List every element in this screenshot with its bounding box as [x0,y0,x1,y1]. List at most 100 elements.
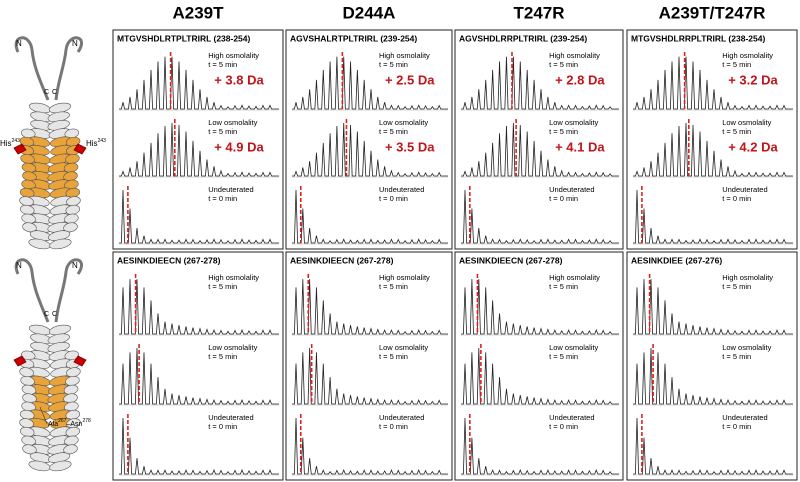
peptide-label: AGVSHALRTPLTRIRL (239-254) [290,33,417,43]
time-label: t = 5 min [208,60,237,69]
helix-turn [63,222,78,233]
panel-border [112,251,284,481]
mass-shift-label: + 2.8 Da [555,72,605,87]
peptide-label: AESINKDIEECN (267-278) [290,255,394,265]
condition-label: High osmolality [379,273,430,282]
time-label: t = 0 min [379,422,408,431]
time-label: t = 0 min [208,422,237,431]
condition-label: High osmolality [208,51,259,60]
spectrum [119,56,279,110]
condition-label: High osmolality [722,273,773,282]
time-label: t = 5 min [208,282,237,291]
spectrum [633,417,793,475]
peptide-label: MTGVSHDLRRPLTRIRL (238-254) [631,33,765,43]
spectrum [633,56,793,110]
time-label: t = 5 min [549,282,578,291]
spectrum [461,417,619,475]
time-label: t = 5 min [722,282,751,291]
spectrum [292,56,448,110]
condition-label: Low osmolality [208,118,257,127]
panel-border [112,29,284,250]
spectrum [461,189,619,244]
spectrum [292,279,448,335]
protein-structure: N N C C Ala267–Asn278 [13,258,91,472]
mass-shift-label: + 4.1 Da [555,139,605,154]
mass-shift-label: + 4.2 Da [728,139,778,154]
spectrum [461,279,619,335]
time-label: t = 5 min [722,60,751,69]
spectrum [292,347,448,405]
spectrum [119,417,279,475]
spectrum [633,347,793,405]
time-label: t = 0 min [549,422,578,431]
time-label: t = 0 min [549,194,578,203]
spectrum [292,417,448,475]
time-label: t = 5 min [208,127,237,136]
panel-border [626,29,798,250]
spectrum [119,279,279,335]
spectrum [119,123,279,177]
c-label: C [52,311,57,318]
condition-label: Undeuterated [379,413,424,422]
time-label: t = 5 min [379,60,408,69]
residue-label: His243 [86,138,106,148]
helix-turn [49,238,72,250]
n-label: N [72,261,78,270]
n-label: N [16,261,22,270]
mass-shift-label: + 3.2 Da [728,72,778,87]
protein-structure: N N C C His243 His243 [0,36,106,250]
time-label: t = 5 min [549,60,578,69]
time-label: t = 5 min [549,352,578,361]
time-label: t = 0 min [722,422,751,431]
peptide-label: MTGVSHDLRTPLTRIRL (238-254) [117,33,251,43]
condition-label: High osmolality [549,273,600,282]
condition-label: Low osmolality [549,343,598,352]
peptide-label: AESINKDIEECN (267-278) [459,255,563,265]
time-label: t = 5 min [379,282,408,291]
column-header: D244A [343,3,396,22]
spectrum [292,123,448,177]
condition-label: Undeuterated [722,413,767,422]
spectrum [119,347,279,405]
condition-label: Undeuterated [208,185,253,194]
mass-shift-label: + 3.5 Da [385,139,435,154]
time-label: t = 0 min [208,194,237,203]
residue-label: His243 [0,138,20,148]
condition-label: Undeuterated [549,413,594,422]
helix-turn [49,460,72,472]
peptide-label: AESINKDIEE (267-276) [631,255,722,265]
time-label: t = 5 min [722,127,751,136]
spectrum [633,123,793,177]
c-label: C [44,89,49,96]
spectrum [119,189,279,244]
n-terminus-loop [14,36,83,101]
c-label: C [44,311,49,318]
condition-label: Undeuterated [208,413,253,422]
peptide-label: AESINKDIEECN (267-278) [117,255,221,265]
spectrum [633,189,793,244]
histidine-side-chain [13,355,87,367]
mass-shift-label: + 4.9 Da [214,139,264,154]
condition-label: Undeuterated [722,185,767,194]
condition-label: Undeuterated [549,185,594,194]
condition-label: Low osmolality [379,118,428,127]
time-label: t = 5 min [379,127,408,136]
time-label: t = 0 min [722,194,751,203]
residue-label: Ala267–Asn278 [48,418,91,428]
column-header: A239T/T247R [659,3,766,22]
time-label: t = 5 min [722,352,751,361]
condition-label: High osmolality [722,51,773,60]
condition-label: High osmolality [379,51,430,60]
panel-border [285,251,453,481]
histidine-side-chain [13,143,87,155]
spectrum [633,279,793,335]
condition-label: Low osmolality [722,118,771,127]
condition-label: Low osmolality [379,343,428,352]
condition-label: Low osmolality [549,118,598,127]
time-label: t = 0 min [379,194,408,203]
peptide-label: AGVSHDLRRPLTRIRL (239-254) [459,33,587,43]
column-header: T247R [513,3,564,22]
mass-shift-label: + 3.8 Da [214,72,264,87]
spectrum [292,189,448,244]
